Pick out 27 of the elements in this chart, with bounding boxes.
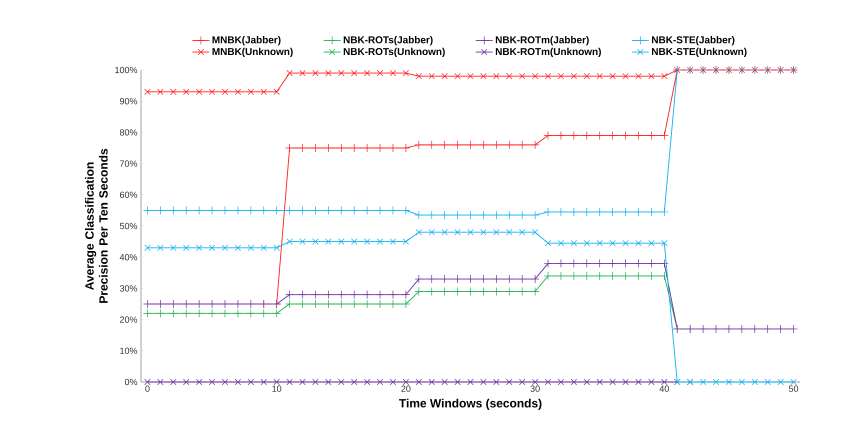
legend-label: NBK-ROTs(Unknown) — [344, 48, 445, 58]
y-tick-label: 20% — [120, 316, 138, 323]
y-tick-label: 70% — [120, 160, 138, 167]
legend-label: MNBK(Unknown) — [212, 48, 293, 58]
legend-label: NBK-ROTm(Jabber) — [496, 36, 589, 46]
y-tick-label: 100% — [115, 66, 138, 74]
y-tick-label: 10% — [120, 348, 138, 354]
y-tick-label: 80% — [120, 129, 138, 136]
y-tick-label: 30% — [120, 285, 138, 292]
y-axis-title: Average Classification Precision Per Ten Seconds — [84, 148, 108, 303]
x-tick-label: 40 — [660, 386, 669, 392]
x-tick-label: 30 — [530, 386, 540, 392]
x-tick-label: 0 — [145, 386, 150, 392]
x-tick-label: 20 — [401, 386, 411, 392]
x-axis-title: Time Windows (seconds) — [399, 398, 542, 410]
x-tick-label: 50 — [788, 386, 798, 392]
y-tick-label: 60% — [120, 192, 138, 198]
y-tick-label: 50% — [120, 222, 138, 230]
legend-label: NBK-STE(Unknown) — [652, 48, 747, 58]
y-tick-label: 40% — [120, 254, 138, 260]
x-tick-label: 10 — [272, 386, 282, 392]
y-tick-label: 0% — [124, 378, 138, 386]
legend-label: NBK-ROTs(Jabber) — [344, 36, 433, 46]
legend-label: NBK-ROTm(Unknown) — [496, 48, 601, 58]
legend-label: MNBK(Jabber) — [212, 36, 281, 46]
y-tick-label: 90% — [120, 98, 138, 104]
legend-label: NBK-STE(Jabber) — [652, 36, 734, 46]
